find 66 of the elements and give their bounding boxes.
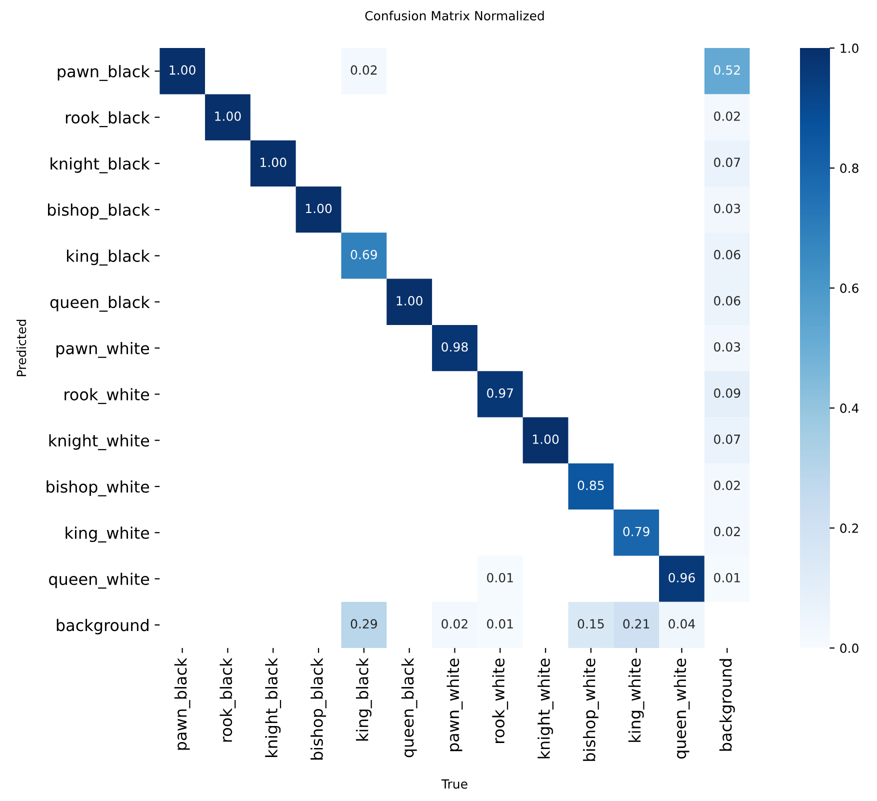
data-label: 0.29 (350, 619, 377, 629)
data-label: 1.00 (170, 65, 196, 75)
color-bar-label: 0.8 (840, 164, 858, 173)
x-tick-label: background (719, 659, 735, 751)
data-label: 0.02 (714, 111, 740, 121)
data-label: 0.03 (714, 204, 740, 214)
color-bar-label: 0.6 (840, 284, 858, 293)
color-bar-label: 0.0 (840, 643, 858, 653)
x-tick-label: knight_white (538, 658, 554, 758)
y-tick-label: king_black (67, 250, 150, 266)
data-label: 0.01 (714, 572, 740, 582)
y-tick-label: bishop_black (48, 204, 150, 220)
color-bar-label: 0.4 (840, 404, 859, 413)
x-tick-label: king_white (628, 658, 644, 742)
y-axis-title: Predicted (16, 320, 26, 376)
x-tick-label: king_black (356, 658, 372, 741)
data-label: 0.21 (623, 619, 650, 629)
data-label: 0.69 (350, 250, 377, 260)
data-label: 0.04 (668, 619, 695, 629)
data-label: 0.79 (623, 526, 650, 536)
data-label: 0.07 (714, 158, 740, 168)
data-label: 0.52 (714, 65, 740, 75)
y-tick-label: bishop_white (46, 480, 150, 496)
data-label: 0.02 (714, 526, 740, 536)
color-bar-label: 1.0 (840, 44, 858, 53)
x-tick-label: rook_white (492, 658, 508, 743)
data-label: 0.98 (442, 342, 468, 352)
data-label: 0.97 (487, 388, 513, 398)
color-bar-label: 0.2 (840, 523, 858, 533)
y-tick-label: queen_white (49, 572, 150, 589)
y-tick-label: queen_black (50, 296, 150, 312)
data-label: 0.01 (487, 619, 513, 629)
data-label: 1.00 (260, 158, 286, 168)
x-tick-label: bishop_black (310, 658, 326, 760)
x-tick-label: queen_black (401, 658, 418, 758)
data-label: 0.01 (487, 572, 513, 582)
data-label: 1.00 (396, 296, 422, 306)
data-label: 1.00 (532, 434, 559, 444)
data-label: 0.85 (578, 480, 604, 490)
x-tick-label: rook_black (220, 658, 236, 742)
data-label: 1.00 (215, 111, 241, 121)
data-label: 0.02 (350, 65, 377, 75)
x-tick-label: bishop_white (582, 658, 599, 761)
data-label: 0.09 (714, 388, 740, 398)
data-label: 0.03 (714, 342, 740, 352)
data-label: 0.15 (578, 619, 604, 629)
y-tick-label: pawn_white (56, 342, 150, 358)
y-tick-label: rook_white (64, 388, 150, 404)
x-tick-label: pawn_white (446, 658, 463, 752)
y-tick-label: knight_black (50, 157, 150, 174)
y-tick-label: background (56, 618, 148, 634)
x-tick-label: queen_white (674, 658, 690, 759)
data-label: 0.07 (714, 434, 740, 444)
y-tick-label: knight_white (49, 434, 150, 450)
y-tick-label: pawn_black (58, 65, 150, 81)
x-tick-label: knight_black (265, 658, 282, 757)
data-label: 0.02 (442, 619, 468, 629)
chart-title: Confusion Matrix Normalized (365, 10, 544, 20)
data-label: 0.02 (714, 480, 740, 490)
data-label: 1.00 (306, 204, 332, 214)
y-tick-label: rook_black (66, 111, 150, 128)
y-tick-label: king_white (66, 526, 150, 542)
data-label: 0.96 (668, 572, 695, 582)
x-axis-title: True (441, 779, 468, 789)
data-label: 0.06 (714, 296, 740, 306)
data-label: 0.06 (714, 250, 740, 260)
